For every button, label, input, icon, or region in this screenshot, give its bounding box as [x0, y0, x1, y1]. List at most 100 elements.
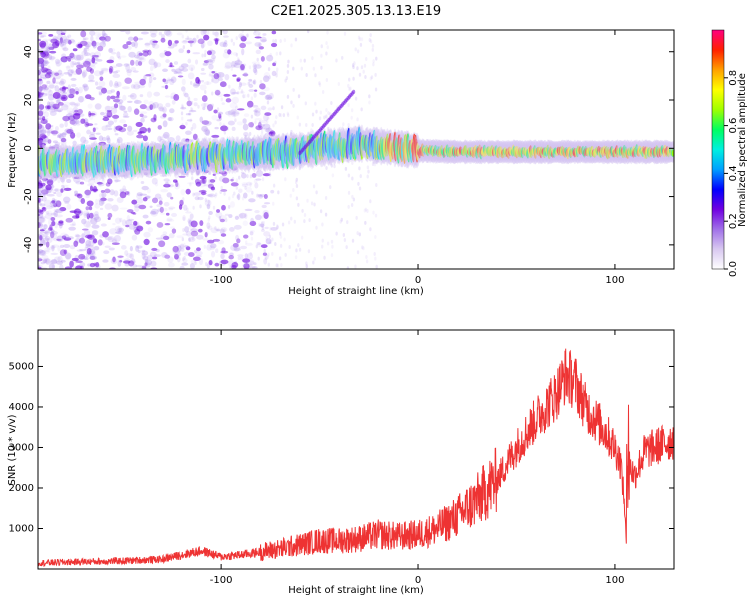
spectrogram-noise-cell	[159, 107, 165, 112]
spectrogram-noise-cell	[254, 120, 257, 125]
spectrogram-noise-cell	[38, 138, 44, 141]
spectrogram-noise-cell	[42, 116, 46, 121]
spectrogram-noise-cell	[206, 58, 214, 63]
spectrogram-noise-cell	[75, 102, 81, 107]
spectrogram-noise-cell	[187, 72, 195, 80]
spectrogram-noise-cell	[126, 41, 132, 46]
spectrogram-noise-cell	[93, 57, 100, 62]
spectrogram-noise-cell	[108, 67, 113, 75]
spectrogram-noise-cell	[275, 263, 278, 268]
spectrogram-noise-cell	[231, 61, 235, 66]
spectrogram-noise-cell	[261, 214, 264, 219]
spectrogram-noise-cell	[325, 51, 328, 56]
spectrogram-noise-cell	[149, 205, 153, 209]
spectrogram-noise-cell	[75, 265, 83, 269]
spectrogram-noise-cell	[126, 209, 134, 213]
spectrogram-noise-cell	[204, 89, 207, 94]
spectrogram-noise-cell	[290, 129, 293, 134]
spectrogram-y-tick-label: -40	[23, 237, 34, 253]
spectrogram-noise-cell	[155, 237, 164, 240]
spectrogram-noise-cell	[210, 166, 213, 171]
spectrogram-noise-cell	[78, 210, 83, 217]
spectrogram-noise-cell	[185, 30, 188, 33]
spectrogram-noise-cell	[305, 261, 308, 266]
spectrogram-noise-cell	[190, 126, 193, 131]
spectrogram-noise-cell	[201, 53, 204, 58]
spectrogram-noise-cell	[38, 123, 43, 130]
spectrogram-noise-cell	[193, 249, 198, 254]
spectrogram-noise-cell	[307, 249, 311, 254]
spectrogram-noise-cell	[148, 58, 156, 66]
spectrogram-noise-cell	[165, 212, 170, 216]
spectrogram-noise-cell	[188, 252, 195, 258]
spectrogram-noise-cell	[91, 224, 100, 229]
spectrogram-noise-cell	[360, 37, 364, 42]
spectrogram-noise-cell	[117, 260, 122, 267]
spectrogram-noise-cell	[108, 48, 116, 53]
spectrogram-noise-cell	[177, 71, 183, 75]
spectrogram-noise-cell	[201, 120, 210, 125]
spectrogram-noise-cell	[175, 180, 179, 188]
spectrogram-noise-cell	[66, 203, 72, 210]
spectrogram-noise-cell	[230, 38, 234, 43]
spectrogram-noise-cell	[181, 67, 189, 72]
spectrogram-noise-cell	[48, 94, 55, 101]
spectrogram-noise-cell	[214, 226, 217, 231]
spectrogram-noise-cell	[138, 204, 147, 210]
spectrogram-noise-cell	[163, 207, 168, 212]
spectrogram-noise-cell	[264, 226, 269, 230]
spectrogram-noise-cell	[224, 73, 230, 81]
spectrogram-noise-cell	[260, 119, 267, 124]
spectrogram-noise-cell	[38, 188, 42, 196]
spectrogram-noise-cell	[101, 68, 109, 73]
spectrogram-noise-cell	[57, 101, 64, 106]
spectrogram-noise-cell	[200, 102, 209, 108]
spectrogram-noise-cell	[349, 86, 352, 91]
spectrogram-noise-cell	[159, 170, 165, 175]
spectrogram-noise-cell	[42, 86, 49, 91]
spectrogram-noise-cell	[354, 47, 357, 52]
spectrogram-noise-cell	[111, 190, 115, 196]
spectrogram-noise-cell	[257, 61, 260, 66]
spectrogram-noise-cell	[204, 232, 208, 238]
spectrogram-noise-cell	[60, 78, 64, 85]
spectrogram-noise-cell	[240, 35, 247, 42]
spectrogram-noise-cell	[356, 49, 360, 54]
spectrogram-noise-cell	[112, 114, 120, 119]
spectrogram-noise-cell	[176, 32, 183, 36]
spectrogram-noise-cell	[98, 199, 104, 206]
spectrogram-noise-cell	[122, 185, 127, 192]
spectrogram-noise-cell	[81, 228, 89, 231]
spectrogram-noise-cell	[101, 178, 105, 185]
spectrogram-noise-cell	[192, 133, 198, 141]
spectrogram-noise-cell	[199, 116, 204, 123]
spectrogram-noise-cell	[107, 212, 113, 218]
spectrogram-x-tick-label: -100	[210, 275, 233, 286]
spectrogram-noise-cell	[69, 132, 76, 139]
spectrogram-noise-cell	[265, 236, 268, 241]
spectrogram-noise-cell	[77, 211, 82, 214]
spectrogram-noise-cell	[159, 174, 166, 177]
spectrogram-noise-cell	[368, 100, 371, 105]
spectrogram-noise-cell	[157, 125, 162, 130]
spectrogram-noise-cell	[217, 77, 224, 81]
spectrogram-noise-cell	[71, 257, 79, 262]
spectrogram-noise-cell	[83, 52, 91, 57]
spectrogram-noise-cell	[268, 126, 271, 131]
spectrogram-noise-cell	[181, 123, 184, 128]
spectrogram-noise-cell	[41, 135, 48, 139]
spectrogram-noise-cell	[38, 130, 42, 135]
spectrogram-noise-cell	[40, 118, 48, 125]
spectrogram-noise-cell	[157, 208, 162, 212]
spectrogram-noise-cell	[223, 130, 227, 135]
spectrogram-noise-cell	[39, 239, 46, 246]
spectrogram-noise-cell	[228, 196, 231, 201]
spectrogram-noise-cell	[95, 86, 104, 90]
spectrogram-noise-cell	[75, 214, 80, 219]
spectrogram-noise-cell	[287, 220, 291, 225]
spectrogram-noise-cell	[242, 123, 249, 131]
spectrogram-noise-cell	[310, 128, 313, 133]
spectrogram-noise-cell	[194, 196, 200, 201]
spectrogram-noise-cell	[222, 30, 228, 35]
spectrogram-noise-cell	[62, 47, 69, 52]
